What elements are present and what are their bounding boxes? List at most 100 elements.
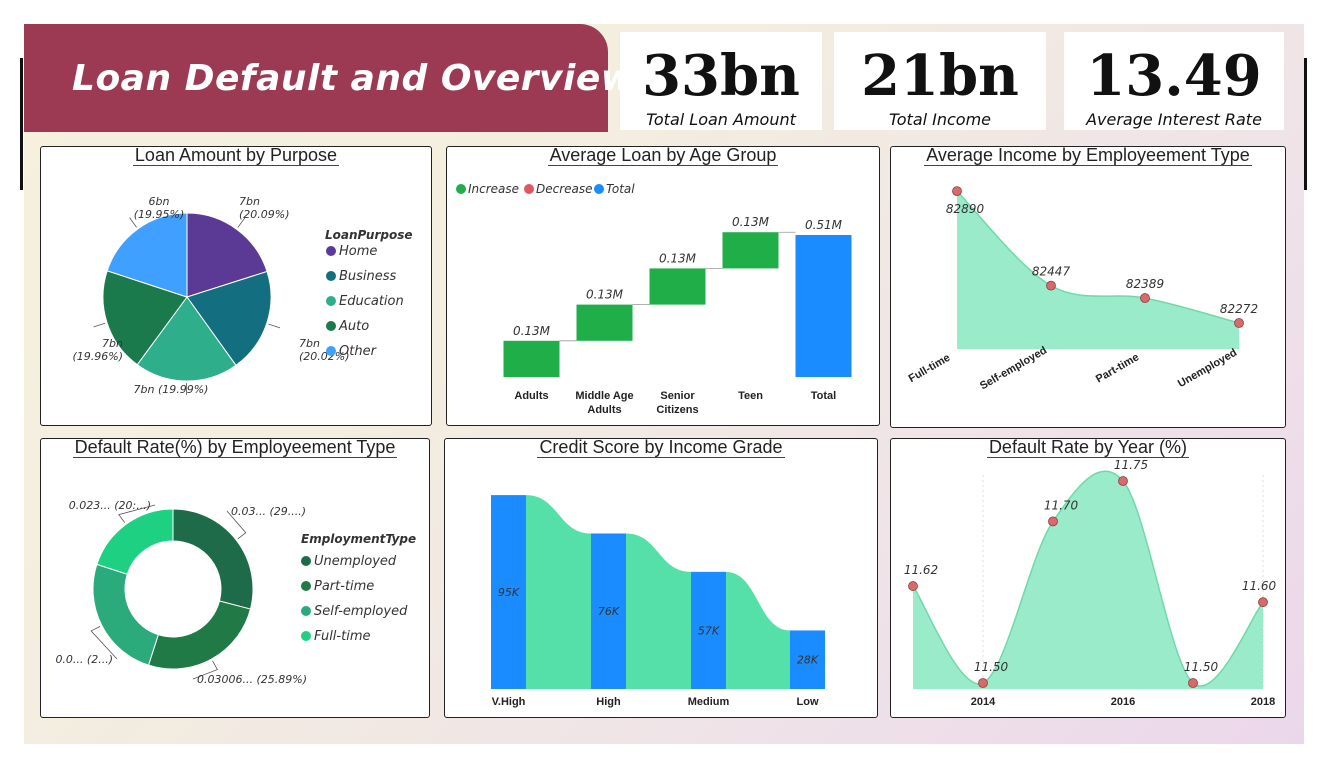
data-label: 82447 [1032,265,1071,279]
loan-purpose-pie-chart: 7bn(20.09%)7bn(20.02%)7bn (19.99%)7bn(19… [72,195,412,396]
legend-item-decrease: Decrease [536,182,593,196]
data-label: 0.13M [732,215,770,229]
chart-title: Default Rate(%) by Employeement Type [72,437,398,458]
pie-data-label: 7bn (19.99%) [134,383,209,396]
data-label: 11.60 [1242,579,1277,593]
chart-title: Default Rate by Year (%) [986,437,1190,458]
ribbon-band [726,571,790,689]
donut-slice-unemployed [172,508,254,610]
donut-leader-line [192,660,218,680]
ribbon-bar-v.high [491,495,526,689]
waterfall-bar-3 [722,232,779,269]
donut-leader-line [90,626,118,660]
data-point [1046,280,1056,291]
kpi-card-total-income: 21bn Total Income [834,32,1046,130]
data-point [952,186,962,197]
legend-item-unemployed: Unemployed [314,554,397,569]
x-tick-label: V.High [492,696,526,708]
chart-title: Average Loan by Age Group [547,145,779,166]
x-tick-label: Low [797,696,819,708]
x-tick-label: 2014 [971,696,996,708]
legend-item-increase: Increase [468,182,519,196]
kpi-card-total-loan: 33bn Total Loan Amount [620,32,822,130]
x-tick-label: High [596,696,621,708]
waterfall-bar-1 [576,304,633,341]
legend-marker [301,631,311,641]
pie-data-label: 7bn [239,195,260,208]
right-edge-bar [1304,58,1307,190]
x-tick-label: 2018 [1251,696,1275,708]
legend-marker [301,606,311,616]
data-label: 82389 [1126,277,1164,291]
ribbon-band [526,495,591,689]
legend-marker [301,556,311,566]
panel-credit-by-income-grade: Credit Score by Income Grade 95K V.High 76… [444,437,878,718]
pie-leader-line [237,217,246,228]
data-label: 95K [498,586,520,599]
pie-data-label: (20.02%) [299,350,350,363]
data-point [1234,318,1244,328]
left-edge-bar [20,58,23,190]
legend-item-auto: Auto [338,319,369,334]
donut-slice-self-employed [92,563,159,666]
donut-leader-line [118,504,156,523]
chart-title: Loan Amount by Purpose [132,145,340,166]
x-tick-label: Senior [660,390,695,402]
legend-marker [456,184,466,194]
data-label: 11.75 [1114,458,1148,472]
legend-item-other: Other [339,344,378,359]
data-label: 28K [797,654,819,667]
data-label: 0.13M [513,324,551,338]
data-label: 11.70 [1044,498,1079,512]
panel-avg-loan-by-age: Average Loan by Age Group Increase Decrea… [446,145,880,426]
x-tick-label: Unemployed [1176,347,1239,390]
income-area-chart: 82890 82447 82389 82272 Full-time Self-employ… [907,186,1258,392]
ribbon-bar-medium [691,571,726,689]
legend-title: EmploymentType [301,532,416,546]
kpi-label: Total Income [888,110,992,129]
data-label: 82272 [1220,302,1258,316]
waterfall-bar-4 [795,235,852,377]
chart-title: Average Income by Employeement Type [924,145,1252,166]
x-tick-label: Full-time [907,352,953,385]
panel-default-rate-by-year: Default Rate by Year (%) 11.62 11.50 11.70… [890,437,1286,718]
area-fill [957,191,1239,349]
default-year-area-chart: 11.62 11.50 11.70 11.75 11.50 11.60 2014 2016 20… [904,458,1277,708]
kpi-value: 13.49 [1086,43,1262,109]
area-line [956,190,1240,324]
donut-data-label: 0.03... (29....) [231,505,306,518]
donut-slice-full-time [96,508,174,575]
pie-data-label: 7bn [299,337,320,350]
donut-data-label: 0.0... (2...) [55,653,113,666]
data-label: 11.62 [904,563,938,577]
data-point [908,581,918,591]
panel-default-rate-by-employment: Default Rate(%) by Employeement Type 0.0… [40,437,430,718]
data-point [1140,293,1150,303]
area-fill [913,471,1263,689]
legend-marker [326,296,336,306]
pie-slice-home [186,212,268,298]
income-grade-ribbon-chart: 95K V.High 76K High 57K Medium 28K Low [491,495,825,708]
data-label: 57K [698,624,720,637]
legend-title: LoanPurpose [325,228,412,242]
pie-data-label: 6bn [149,195,170,208]
legend-marker [524,184,534,194]
kpi-value: 21bn [861,43,1019,109]
donut-slice-part-time [147,600,252,670]
data-label: 0.13M [659,251,697,265]
pie-data-label: (19.96%) [72,350,123,363]
legend-item-full-time: Full-time [314,629,370,644]
pie-slice-auto [102,270,188,366]
x-tick-label: Citizens [656,404,698,416]
chart-title: Credit Score by Income Grade [537,437,785,458]
x-tick-label: Total [811,390,836,402]
donut-data-label: 0.03006... (25.89%) [197,673,307,686]
legend-marker [326,321,336,331]
pie-leader-line [129,217,137,228]
data-label: 11.50 [1184,660,1219,674]
legend-marker [326,346,336,356]
data-label: 11.50 [974,660,1009,674]
legend-item-home: Home [339,244,377,259]
x-tick-label: Medium [688,696,730,708]
ribbon-bar-low [790,630,825,689]
